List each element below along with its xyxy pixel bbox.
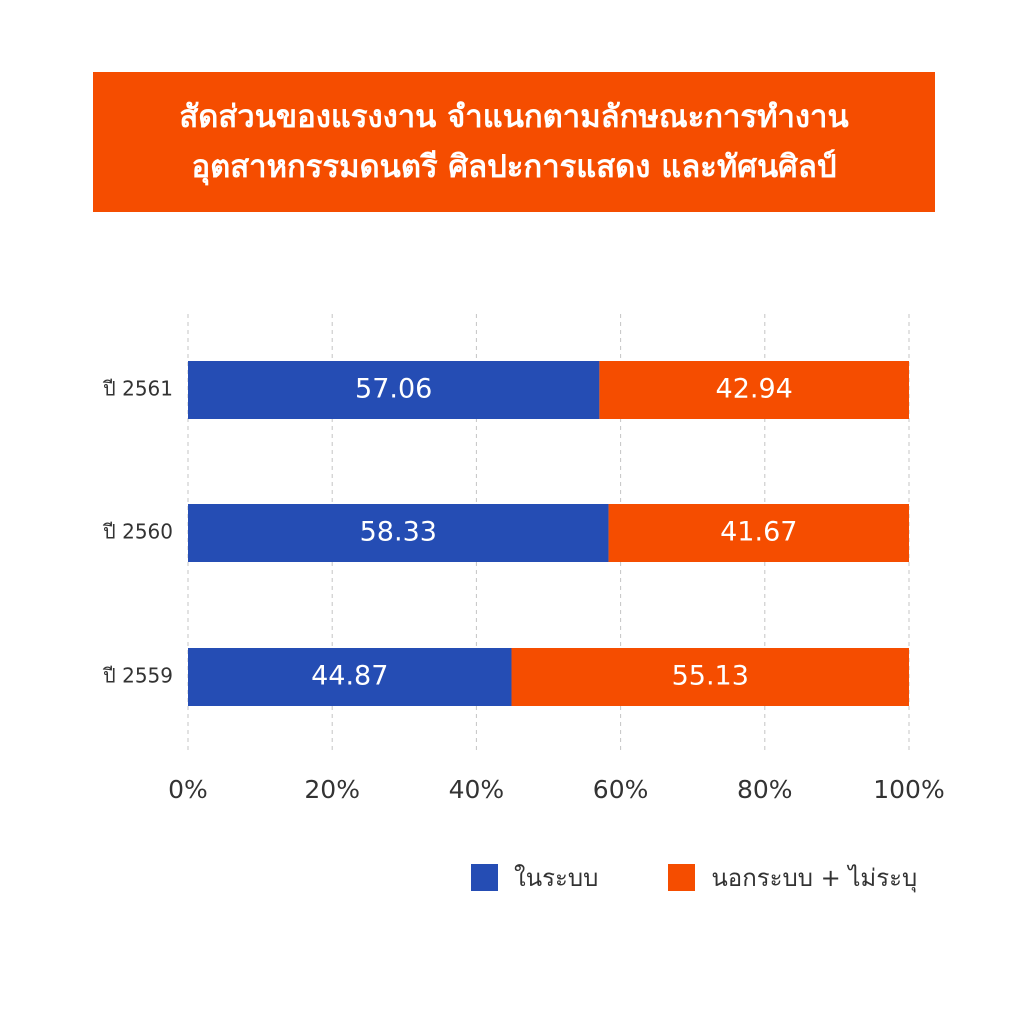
legend-item-informal: นอกระบบ + ไม่ระบุ — [668, 858, 917, 897]
data-label: 42.94 — [716, 374, 793, 405]
chart-legend: ในระบบ นอกระบบ + ไม่ระบุ — [471, 858, 917, 897]
legend-label-informal: นอกระบบ + ไม่ระบุ — [711, 864, 918, 892]
chart-title-line-1: สัดส่วนของแรงงาน จำแนกตามลักษณะการทำงาน — [179, 99, 849, 135]
category-label: ปี 2559 — [103, 664, 173, 688]
bar-segment — [188, 648, 512, 706]
x-tick-label: 40% — [449, 775, 505, 804]
chart-title-banner: สัดส่วนของแรงงาน จำแนกตามลักษณะการทำงาน … — [93, 72, 935, 212]
bars — [188, 361, 909, 706]
legend-label-formal: ในระบบ — [514, 864, 599, 892]
category-label: ปี 2561 — [103, 377, 173, 401]
chart-title-line-2: อุตสาหกรรมดนตรี ศิลปะการแสดง และทัศนศิลป… — [191, 149, 837, 185]
x-tick-label: 100% — [873, 775, 944, 804]
data-label: 44.87 — [311, 661, 388, 692]
bar-segment — [608, 504, 909, 562]
x-tick-label: 80% — [737, 775, 793, 804]
x-tick-label: 20% — [304, 775, 360, 804]
legend-swatch-informal — [668, 864, 696, 891]
legend-item-formal: ในระบบ — [471, 858, 598, 897]
category-labels: ปี 2561 ปี 2560 ปี 2559 — [103, 377, 173, 688]
data-label: 58.33 — [360, 517, 437, 548]
x-tick-label: 0% — [168, 775, 208, 804]
data-label: 55.13 — [672, 661, 749, 692]
data-label: 57.06 — [355, 374, 432, 405]
category-label: ปี 2560 — [103, 520, 173, 544]
legend-swatch-formal — [471, 864, 498, 891]
bar-segment — [188, 504, 609, 562]
data-label: 41.67 — [720, 517, 797, 548]
x-tick-label: 60% — [593, 775, 649, 804]
data-labels: 57.06 42.94 58.33 41.67 44.87 55.13 — [311, 374, 797, 692]
bar-segment — [188, 361, 600, 419]
x-tick-labels: 0% 20% 40% 60% 80% 100% — [168, 775, 945, 804]
bar-segment — [599, 361, 909, 419]
bar-segment — [511, 648, 909, 706]
